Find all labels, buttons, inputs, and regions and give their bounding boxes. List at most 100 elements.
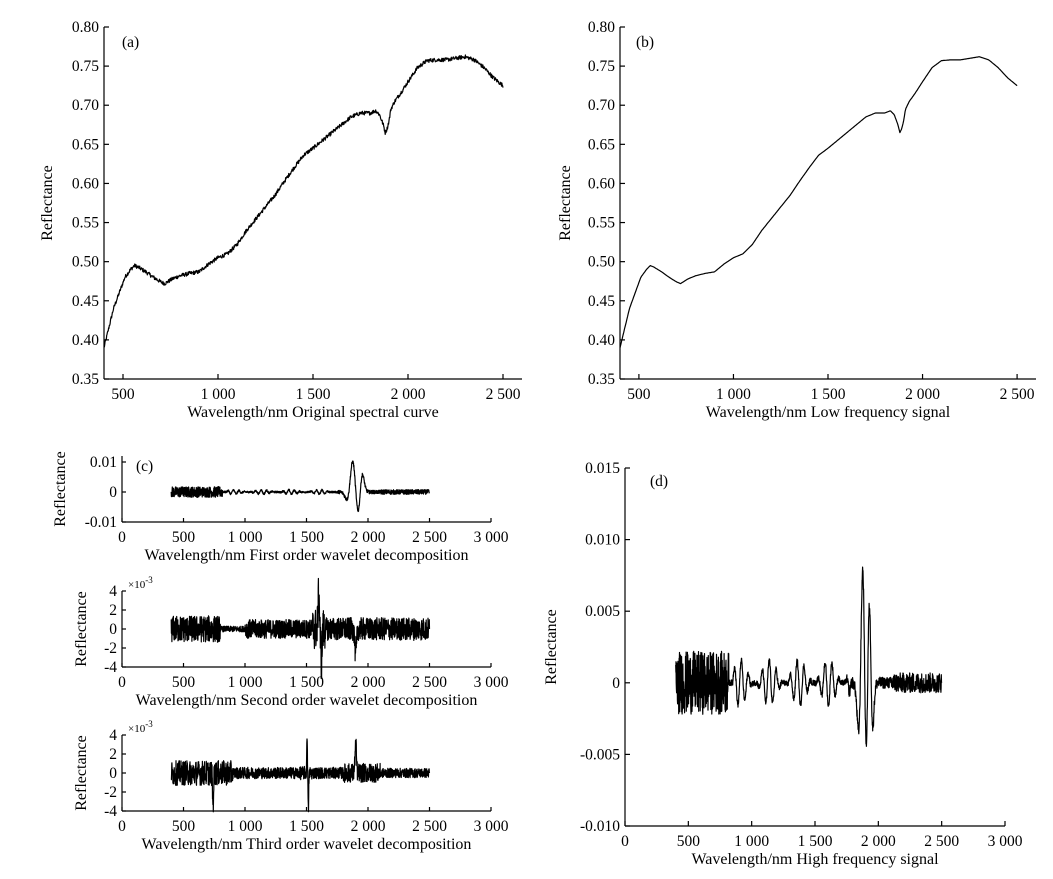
y-tick-label: 2 bbox=[109, 746, 117, 763]
x-tick-label: 500 bbox=[172, 818, 196, 835]
series-line-c3 bbox=[170, 738, 431, 813]
x-tick-label: 2 000 bbox=[351, 818, 386, 835]
x-tick-label: 500 bbox=[627, 386, 651, 403]
x-tick-label: 2 000 bbox=[351, 529, 386, 546]
y-tick-label: 0.45 bbox=[72, 293, 99, 310]
y-tick-label: 4 bbox=[109, 583, 117, 600]
y-tick-label: 0 bbox=[109, 484, 117, 501]
series-line-c2 bbox=[170, 577, 431, 680]
y-tick-label: 0.35 bbox=[72, 371, 99, 388]
x-tick-label: 500 bbox=[172, 529, 196, 546]
y-tick-label: 0.40 bbox=[588, 332, 615, 349]
y-tick-label: -0.005 bbox=[580, 746, 620, 763]
y-tick-label: 0.80 bbox=[72, 19, 99, 36]
axis-exponent: ×10-3 bbox=[128, 719, 153, 735]
y-tick-label: 0.015 bbox=[585, 460, 620, 477]
x-tick-label: 1 500 bbox=[811, 386, 846, 403]
x-axis-label: Wavelength/nm First order wavelet decomp… bbox=[145, 547, 469, 564]
x-tick-label: 2 500 bbox=[486, 386, 521, 403]
y-tick-label: -4 bbox=[104, 659, 117, 676]
x-tick-label: 1 000 bbox=[228, 529, 263, 546]
x-tick-label: 1 500 bbox=[798, 833, 833, 850]
y-tick-label: 0 bbox=[612, 675, 620, 692]
panel-label: (b) bbox=[636, 34, 654, 51]
y-tick-label: 0.65 bbox=[72, 136, 99, 153]
x-tick-label: 2 500 bbox=[412, 674, 447, 691]
chart-panel-d: -0.010 -0.005 0 0.005 0.010 0.015 0 500 1 000 1 5… bbox=[543, 460, 1023, 868]
x-tick-label: 1 500 bbox=[289, 529, 324, 546]
y-tick-label: 0.80 bbox=[588, 19, 615, 36]
y-tick-label: 2 bbox=[109, 602, 117, 619]
x-axis-label: Wavelength/nm Original spectral curve bbox=[187, 404, 439, 421]
x-tick-label: 2 000 bbox=[351, 674, 386, 691]
y-axis-label: Reflectance bbox=[52, 451, 69, 527]
y-tick-label: 0 bbox=[109, 621, 117, 638]
x-tick-label: 0 bbox=[621, 833, 629, 850]
y-tick-label: 0.65 bbox=[588, 136, 615, 153]
x-tick-label: 3 000 bbox=[474, 674, 509, 691]
x-tick-label: 2 000 bbox=[905, 386, 940, 403]
y-tick-label: 0.60 bbox=[72, 175, 99, 192]
x-tick-label: 2 000 bbox=[861, 833, 896, 850]
x-tick-label: 500 bbox=[677, 833, 701, 850]
y-axis-label: Reflectance bbox=[543, 609, 560, 685]
y-tick-label: -0.01 bbox=[85, 514, 117, 531]
x-tick-label: 500 bbox=[172, 674, 196, 691]
y-tick-label: 0.70 bbox=[588, 97, 615, 114]
y-tick-label: 0.55 bbox=[588, 215, 615, 232]
y-axis-label: Reflectance bbox=[73, 591, 90, 667]
panel-label: (c) bbox=[136, 458, 153, 475]
x-tick-label: 1 000 bbox=[716, 386, 751, 403]
y-tick-label: -2 bbox=[104, 784, 117, 801]
x-tick-label: 0 bbox=[118, 529, 126, 546]
y-tick-label: -0.010 bbox=[580, 818, 620, 835]
series-line-b bbox=[619, 56, 1018, 348]
y-tick-label: 4 bbox=[109, 727, 117, 744]
y-tick-label: 0.40 bbox=[72, 332, 99, 349]
x-tick-label: 500 bbox=[111, 386, 135, 403]
x-tick-label: 2 500 bbox=[1000, 386, 1035, 403]
y-axis-label: Reflectance bbox=[39, 165, 56, 241]
y-tick-label: -2 bbox=[104, 640, 117, 657]
y-tick-label: 0.005 bbox=[585, 603, 620, 620]
x-tick-label: 1 000 bbox=[228, 818, 263, 835]
x-tick-label: 0 bbox=[118, 674, 126, 691]
x-tick-label: 1 000 bbox=[201, 386, 236, 403]
y-tick-label: 0.01 bbox=[90, 454, 117, 471]
y-tick-label: 0.70 bbox=[72, 97, 99, 114]
x-tick-label: 3 000 bbox=[474, 818, 509, 835]
panel-label: (d) bbox=[650, 473, 668, 490]
y-axis-label: Reflectance bbox=[557, 165, 574, 241]
x-tick-label: 2 000 bbox=[391, 386, 426, 403]
y-tick-label: 0.50 bbox=[72, 254, 99, 271]
x-tick-label: 1 500 bbox=[296, 386, 331, 403]
y-tick-label: 0.55 bbox=[72, 215, 99, 232]
series-line-a bbox=[103, 54, 504, 348]
x-axis-label: Wavelength/nm Third order wavelet decomp… bbox=[142, 836, 472, 853]
x-tick-label: 2 500 bbox=[412, 818, 447, 835]
y-tick-label: 0.60 bbox=[588, 175, 615, 192]
y-tick-label: 0.010 bbox=[585, 532, 620, 549]
y-tick-label: 0.50 bbox=[588, 254, 615, 271]
chart-panel-a: 0.35 0.40 0.45 0.50 0.55 0.60 0.65 0.70 0.75 0.80… bbox=[39, 19, 522, 421]
panel-label: (a) bbox=[122, 34, 139, 51]
y-tick-label: 0.35 bbox=[588, 371, 615, 388]
x-tick-label: 1 000 bbox=[734, 833, 769, 850]
x-tick-label: 3 000 bbox=[988, 833, 1023, 850]
x-tick-label: 2 500 bbox=[924, 833, 959, 850]
x-tick-label: 0 bbox=[118, 818, 126, 835]
x-tick-label: 1 500 bbox=[289, 674, 324, 691]
y-axis-label: Reflectance bbox=[73, 735, 90, 811]
x-tick-label: 2 500 bbox=[412, 529, 447, 546]
y-tick-label: 0.75 bbox=[72, 58, 99, 75]
x-axis-label: Wavelength/nm Second order wavelet decom… bbox=[136, 692, 478, 709]
x-tick-label: 3 000 bbox=[474, 529, 509, 546]
series-line-c1 bbox=[170, 460, 430, 513]
x-axis-label: Wavelength/nm High frequency signal bbox=[691, 851, 939, 868]
y-tick-label: 0.45 bbox=[588, 293, 615, 310]
x-axis-label: Wavelength/nm Low frequency signal bbox=[706, 404, 951, 421]
